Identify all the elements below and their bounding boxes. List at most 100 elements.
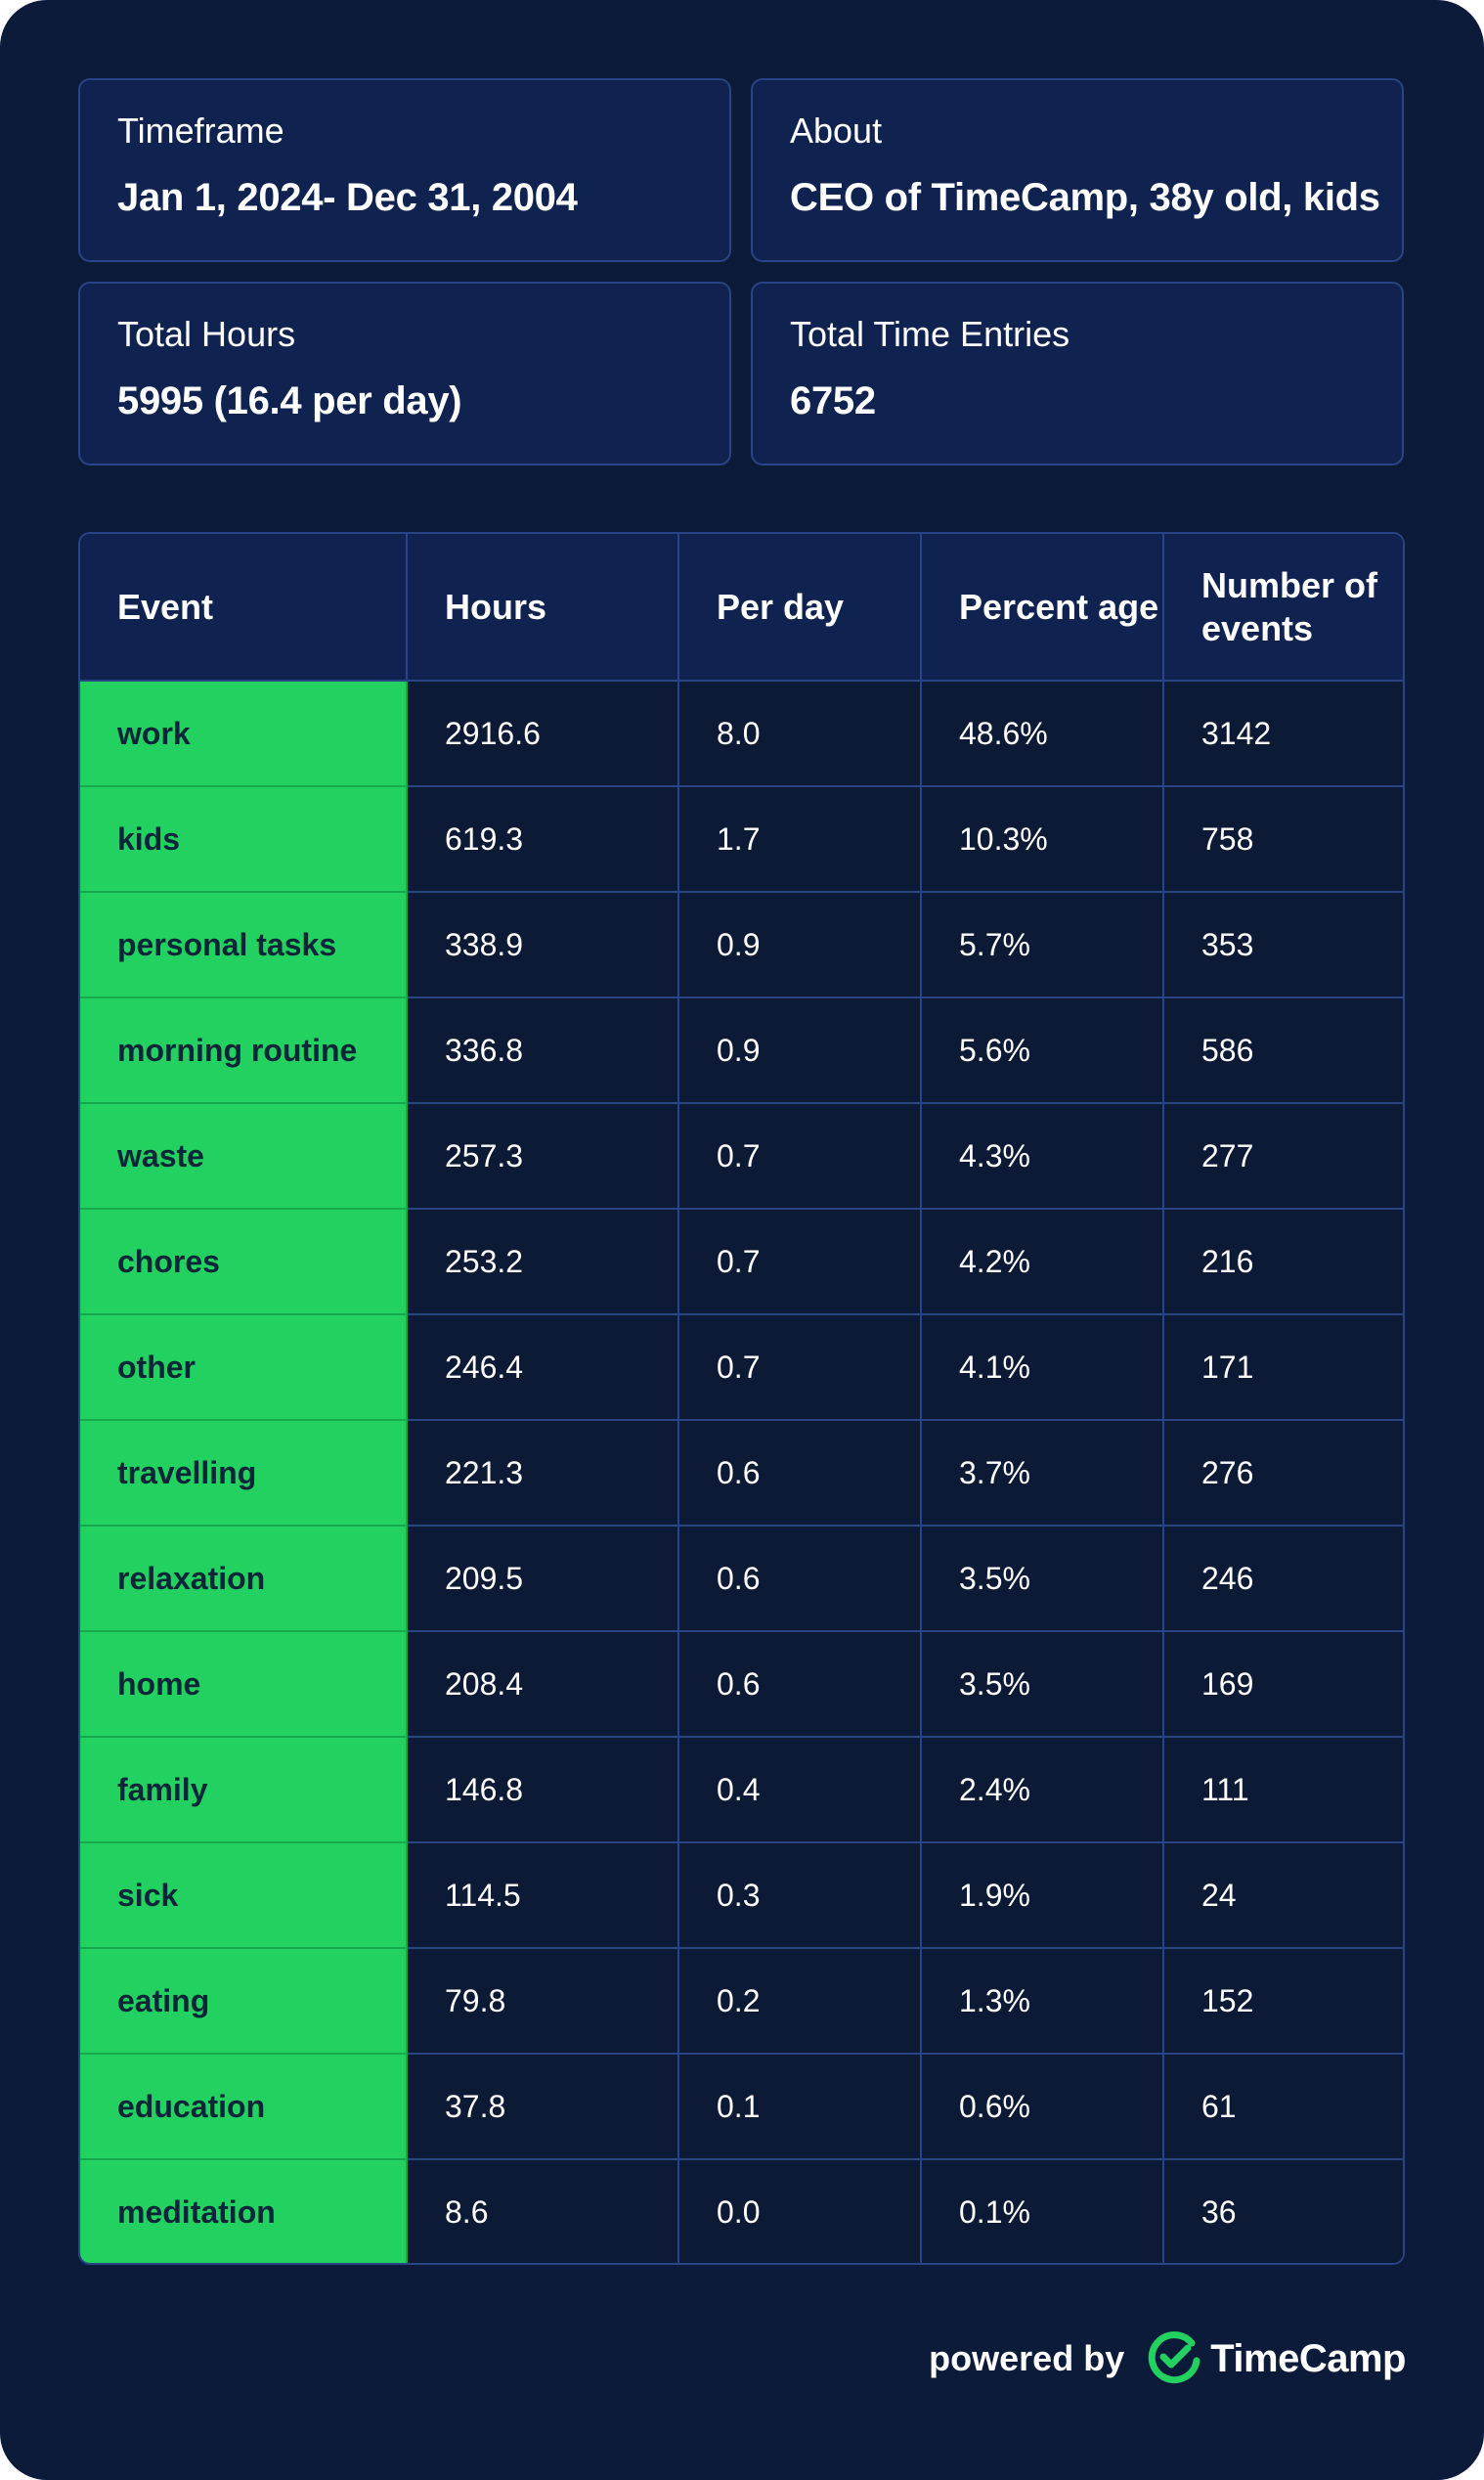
table-row: waste 257.3 0.7 4.3% 277 <box>80 1102 1403 1210</box>
table-row: education 37.8 0.1 0.6% 61 <box>80 2053 1403 2160</box>
column-header-hours: Hours <box>406 534 679 682</box>
event-cell: kids <box>80 785 408 893</box>
number-of-events-cell: 152 <box>1162 1947 1403 2055</box>
total-hours-value: 5995 (16.4 per day) <box>117 379 462 422</box>
column-header-percentage: Percent age <box>920 534 1164 682</box>
table-row: sick 114.5 0.3 1.9% 24 <box>80 1841 1403 1949</box>
per-day-cell: 0.9 <box>677 891 922 998</box>
per-day-cell: 0.6 <box>677 1630 922 1738</box>
total-hours-label: Total Hours <box>117 314 296 354</box>
per-day-cell: 0.6 <box>677 1525 922 1632</box>
column-header-number-of-events: Number of events <box>1162 534 1403 682</box>
powered-by-label: powered by <box>929 2338 1125 2378</box>
percentage-cell: 0.6% <box>920 2053 1164 2160</box>
table-row: home 208.4 0.6 3.5% 169 <box>80 1630 1403 1738</box>
events-table: Event Hours Per day Percent age Number o… <box>78 532 1405 2265</box>
percentage-cell: 2.4% <box>920 1736 1164 1843</box>
table-row: meditation 8.6 0.0 0.1% 36 <box>80 2158 1403 2263</box>
table-row: personal tasks 338.9 0.9 5.7% 353 <box>80 891 1403 998</box>
about-label: About <box>790 111 883 151</box>
event-cell: other <box>80 1313 408 1421</box>
timeframe-value: Jan 1, 2024- Dec 31, 2004 <box>117 176 578 219</box>
number-of-events-cell: 586 <box>1162 996 1403 1104</box>
timecamp-logo-icon <box>1146 2328 1202 2390</box>
table-row: morning routine 336.8 0.9 5.6% 586 <box>80 996 1403 1104</box>
number-of-events-cell: 276 <box>1162 1419 1403 1527</box>
hours-cell: 146.8 <box>406 1736 679 1843</box>
table-row: kids 619.3 1.7 10.3% 758 <box>80 785 1403 893</box>
number-of-events-cell: 758 <box>1162 785 1403 893</box>
event-cell: morning routine <box>80 996 408 1104</box>
number-of-events-cell: 171 <box>1162 1313 1403 1421</box>
number-of-events-cell: 111 <box>1162 1736 1403 1843</box>
table-body: work 2916.6 8.0 48.6% 3142 kids 619.3 1.7 10.3% 7… <box>80 680 1403 2263</box>
per-day-cell: 0.0 <box>677 2158 922 2263</box>
percentage-cell: 48.6% <box>920 680 1164 787</box>
hours-cell: 208.4 <box>406 1630 679 1738</box>
timeframe-card: Timeframe Jan 1, 2024- Dec 31, 2004 <box>78 78 731 262</box>
event-cell: personal tasks <box>80 891 408 998</box>
column-header-per-day: Per day <box>677 534 922 682</box>
total-entries-card: Total Time Entries 6752 <box>751 282 1404 465</box>
powered-by-footer: powered by TimeCamp <box>929 2327 1406 2390</box>
event-cell: meditation <box>80 2158 408 2263</box>
event-cell: waste <box>80 1102 408 1210</box>
hours-cell: 246.4 <box>406 1313 679 1421</box>
hours-cell: 114.5 <box>406 1841 679 1949</box>
per-day-cell: 0.9 <box>677 996 922 1104</box>
hours-cell: 253.2 <box>406 1208 679 1315</box>
event-cell: family <box>80 1736 408 1843</box>
per-day-cell: 8.0 <box>677 680 922 787</box>
percentage-cell: 3.7% <box>920 1419 1164 1527</box>
hours-cell: 8.6 <box>406 2158 679 2263</box>
event-cell: home <box>80 1630 408 1738</box>
hours-cell: 619.3 <box>406 785 679 893</box>
event-cell: work <box>80 680 408 787</box>
per-day-cell: 0.4 <box>677 1736 922 1843</box>
table-header-row: Event Hours Per day Percent age Number o… <box>80 534 1403 682</box>
table-row: work 2916.6 8.0 48.6% 3142 <box>80 680 1403 787</box>
per-day-cell: 0.6 <box>677 1419 922 1527</box>
about-value: CEO of TimeCamp, 38y old, kids <box>790 176 1380 219</box>
percentage-cell: 5.6% <box>920 996 1164 1104</box>
per-day-cell: 0.2 <box>677 1947 922 2055</box>
number-of-events-cell: 36 <box>1162 2158 1403 2263</box>
total-entries-value: 6752 <box>790 379 876 422</box>
percentage-cell: 1.3% <box>920 1947 1164 2055</box>
number-of-events-cell: 353 <box>1162 891 1403 998</box>
hours-cell: 221.3 <box>406 1419 679 1527</box>
table-row: other 246.4 0.7 4.1% 171 <box>80 1313 1403 1421</box>
event-cell: relaxation <box>80 1525 408 1632</box>
total-entries-label: Total Time Entries <box>790 314 1070 354</box>
number-of-events-cell: 277 <box>1162 1102 1403 1210</box>
number-of-events-cell: 246 <box>1162 1525 1403 1632</box>
table-row: relaxation 209.5 0.6 3.5% 246 <box>80 1525 1403 1632</box>
number-of-events-cell: 24 <box>1162 1841 1403 1949</box>
percentage-cell: 4.2% <box>920 1208 1164 1315</box>
table-row: family 146.8 0.4 2.4% 111 <box>80 1736 1403 1843</box>
event-cell: chores <box>80 1208 408 1315</box>
hours-cell: 37.8 <box>406 2053 679 2160</box>
event-cell: travelling <box>80 1419 408 1527</box>
per-day-cell: 0.1 <box>677 2053 922 2160</box>
number-of-events-cell: 3142 <box>1162 680 1403 787</box>
number-of-events-cell: 169 <box>1162 1630 1403 1738</box>
hours-cell: 209.5 <box>406 1525 679 1632</box>
percentage-cell: 0.1% <box>920 2158 1164 2263</box>
table-row: chores 253.2 0.7 4.2% 216 <box>80 1208 1403 1315</box>
per-day-cell: 0.7 <box>677 1313 922 1421</box>
hours-cell: 79.8 <box>406 1947 679 2055</box>
hours-cell: 336.8 <box>406 996 679 1104</box>
event-cell: sick <box>80 1841 408 1949</box>
table-row: travelling 221.3 0.6 3.7% 276 <box>80 1419 1403 1527</box>
timecamp-brand-name: TimeCamp <box>1210 2336 1406 2380</box>
percentage-cell: 1.9% <box>920 1841 1164 1949</box>
percentage-cell: 4.3% <box>920 1102 1164 1210</box>
percentage-cell: 3.5% <box>920 1525 1164 1632</box>
about-card: About CEO of TimeCamp, 38y old, kids <box>751 78 1404 262</box>
event-cell: eating <box>80 1947 408 2055</box>
hours-cell: 257.3 <box>406 1102 679 1210</box>
per-day-cell: 0.7 <box>677 1102 922 1210</box>
per-day-cell: 1.7 <box>677 785 922 893</box>
